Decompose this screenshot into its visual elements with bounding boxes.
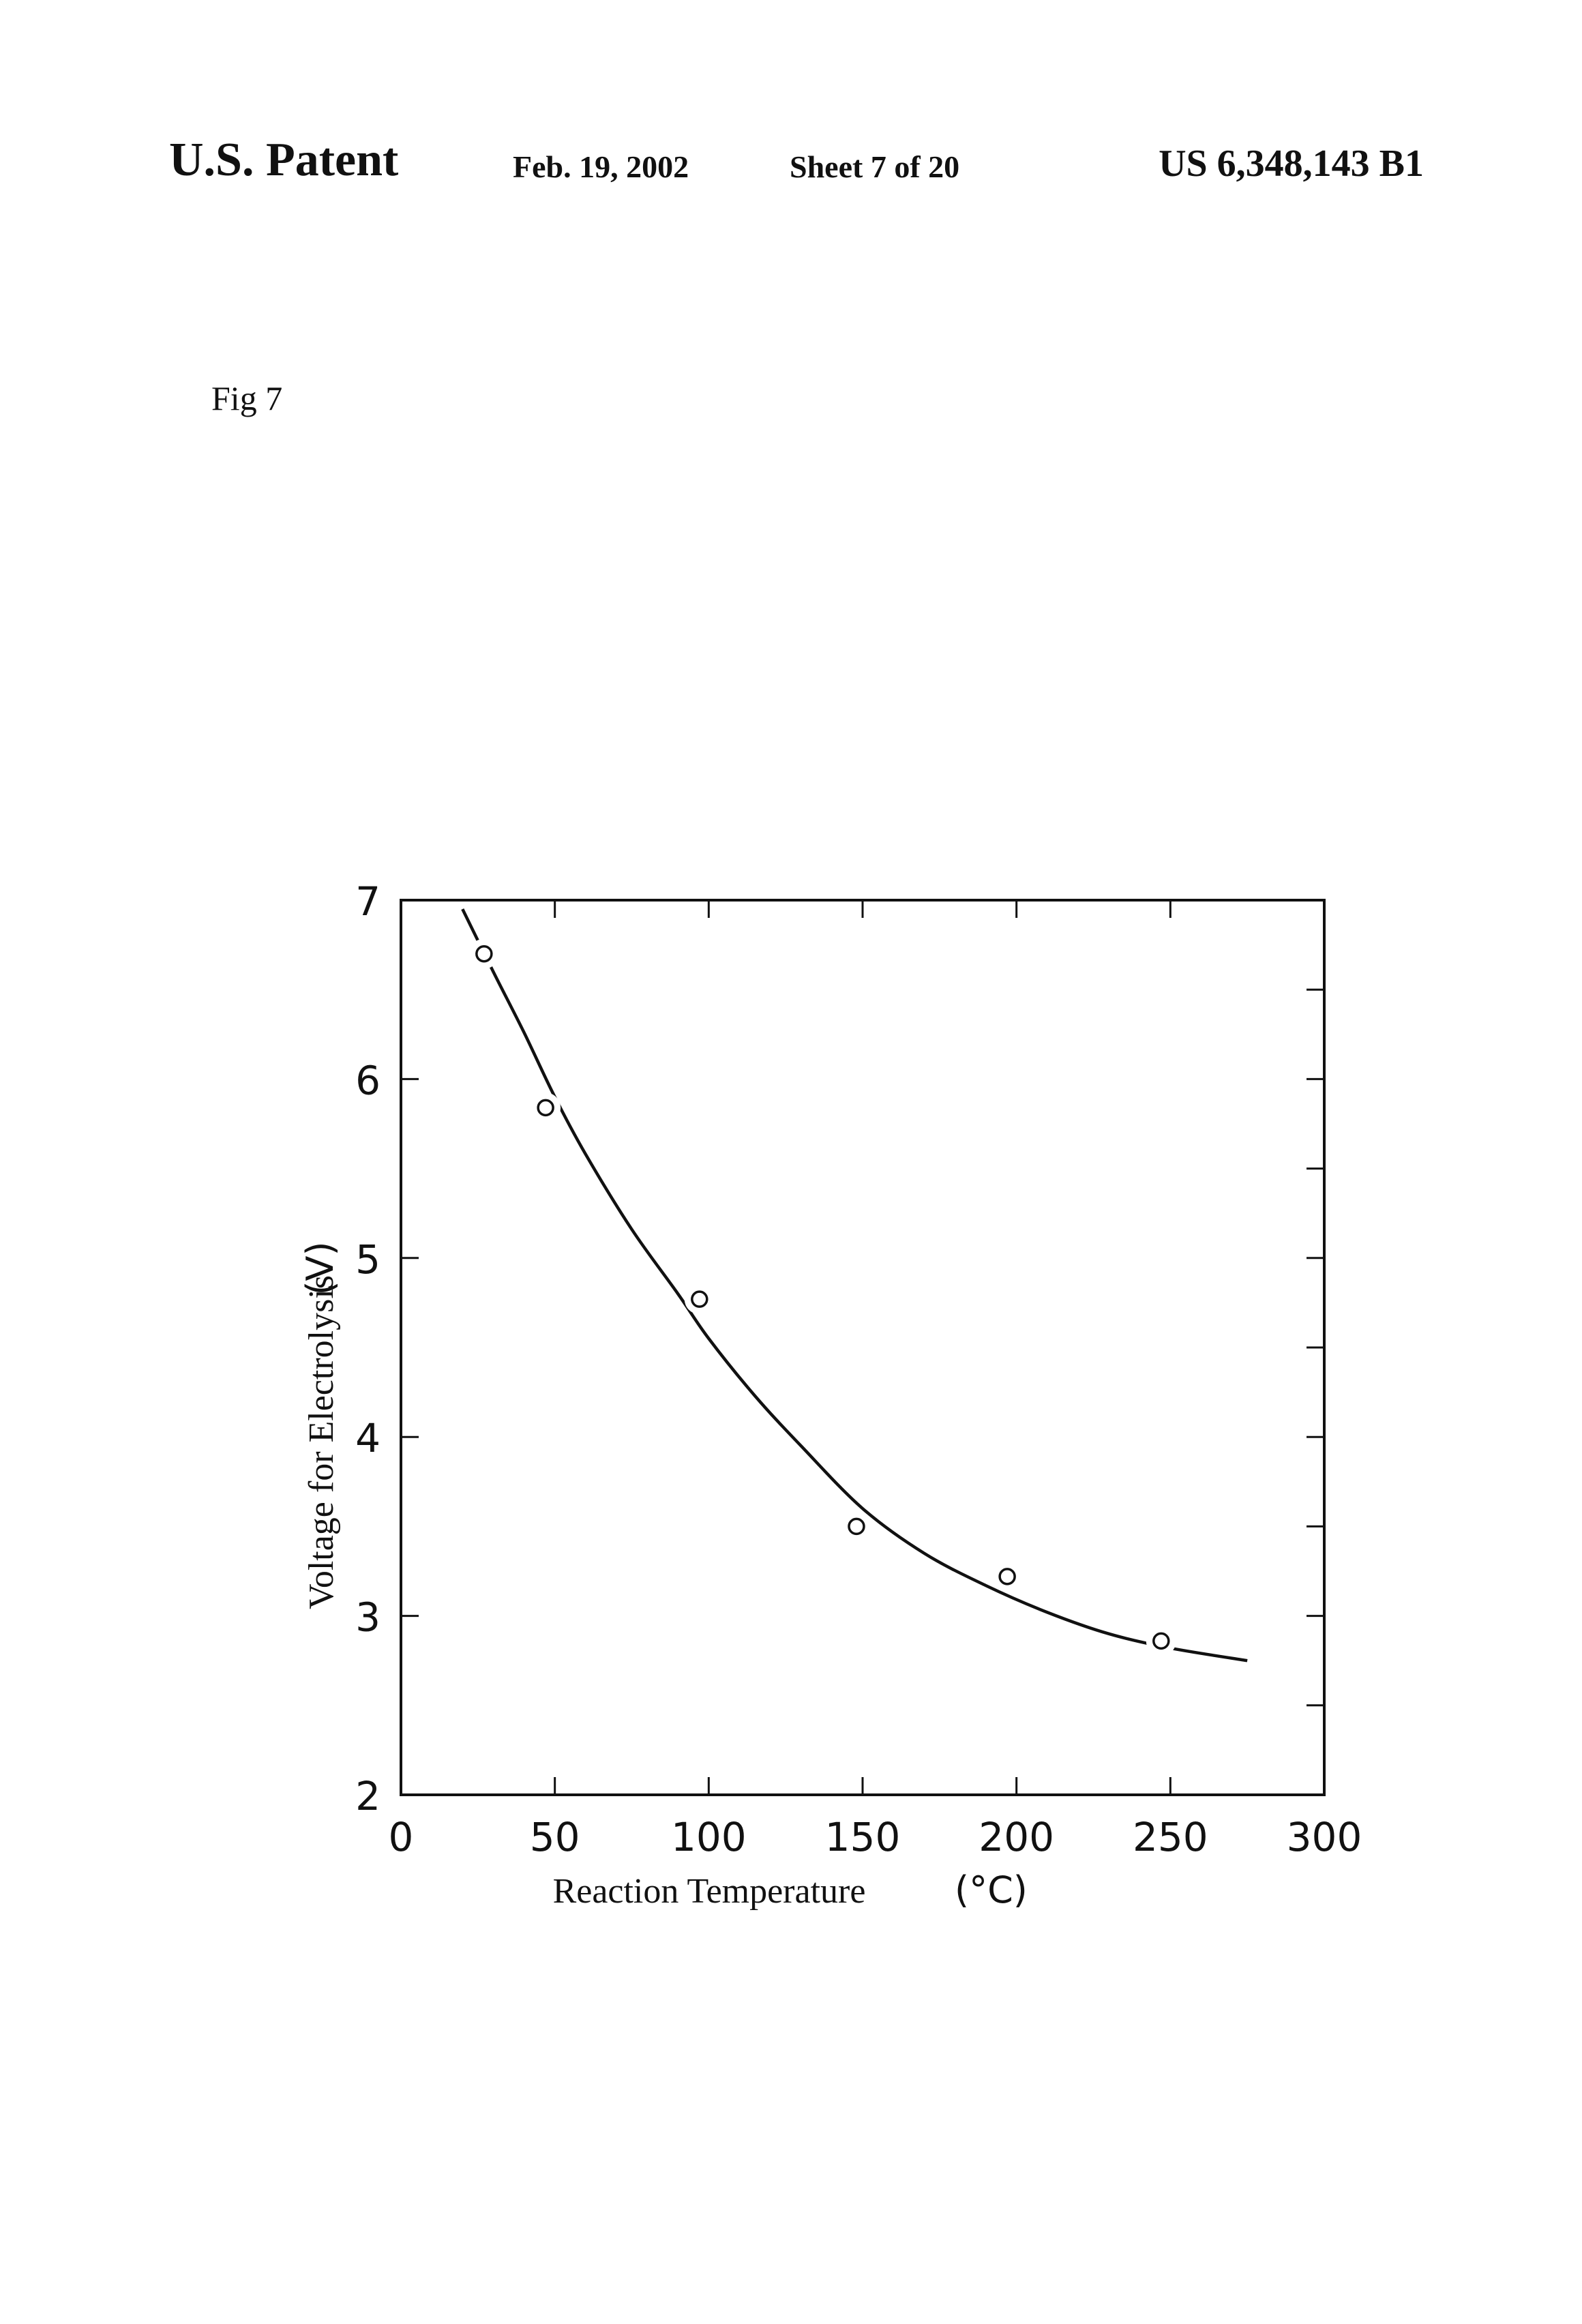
y-tick-label: 4 (355, 1415, 380, 1461)
y-axis-unit: (V) (299, 1241, 342, 1295)
x-axis-ticks: 0 50 100 150 200 250 300 (389, 900, 1362, 1860)
fit-curve (462, 909, 1247, 1660)
data-point (1154, 1633, 1169, 1648)
x-tick-label: 200 (979, 1814, 1054, 1860)
x-tick-label: 50 (530, 1814, 580, 1860)
x-axis-title: Reaction Temperature (553, 1872, 866, 1911)
y-tick-label: 2 (355, 1773, 380, 1819)
data-points-layer (469, 939, 1176, 1656)
x-tick-label: 250 (1133, 1814, 1208, 1860)
data-point (538, 1100, 553, 1115)
data-point (849, 1519, 864, 1534)
data-point (1000, 1569, 1015, 1584)
y-tick-label: 7 (355, 878, 380, 925)
x-axis-unit: (°C) (955, 1868, 1028, 1911)
plot-border (401, 900, 1324, 1795)
y-tick-label: 3 (355, 1594, 380, 1641)
x-tick-label: 300 (1287, 1814, 1362, 1860)
plot-frame (401, 900, 1324, 1795)
fit-curve-layer (462, 909, 1247, 1660)
data-point (477, 947, 492, 962)
data-point (692, 1292, 707, 1307)
x-tick-label: 100 (671, 1814, 747, 1860)
x-tick-label: 0 (389, 1814, 414, 1860)
y-tick-label: 6 (355, 1057, 380, 1103)
x-tick-label: 150 (825, 1814, 901, 1860)
y-tick-label: 5 (355, 1236, 380, 1283)
y-axis-ticks: 2 3 4 5 6 7 (355, 878, 1324, 1819)
y-axis-title: Voltage for Electrolysis (302, 1275, 341, 1609)
axis-labels-layer: Reaction Temperature (°C) Voltage for Elec… (299, 1241, 1028, 1911)
